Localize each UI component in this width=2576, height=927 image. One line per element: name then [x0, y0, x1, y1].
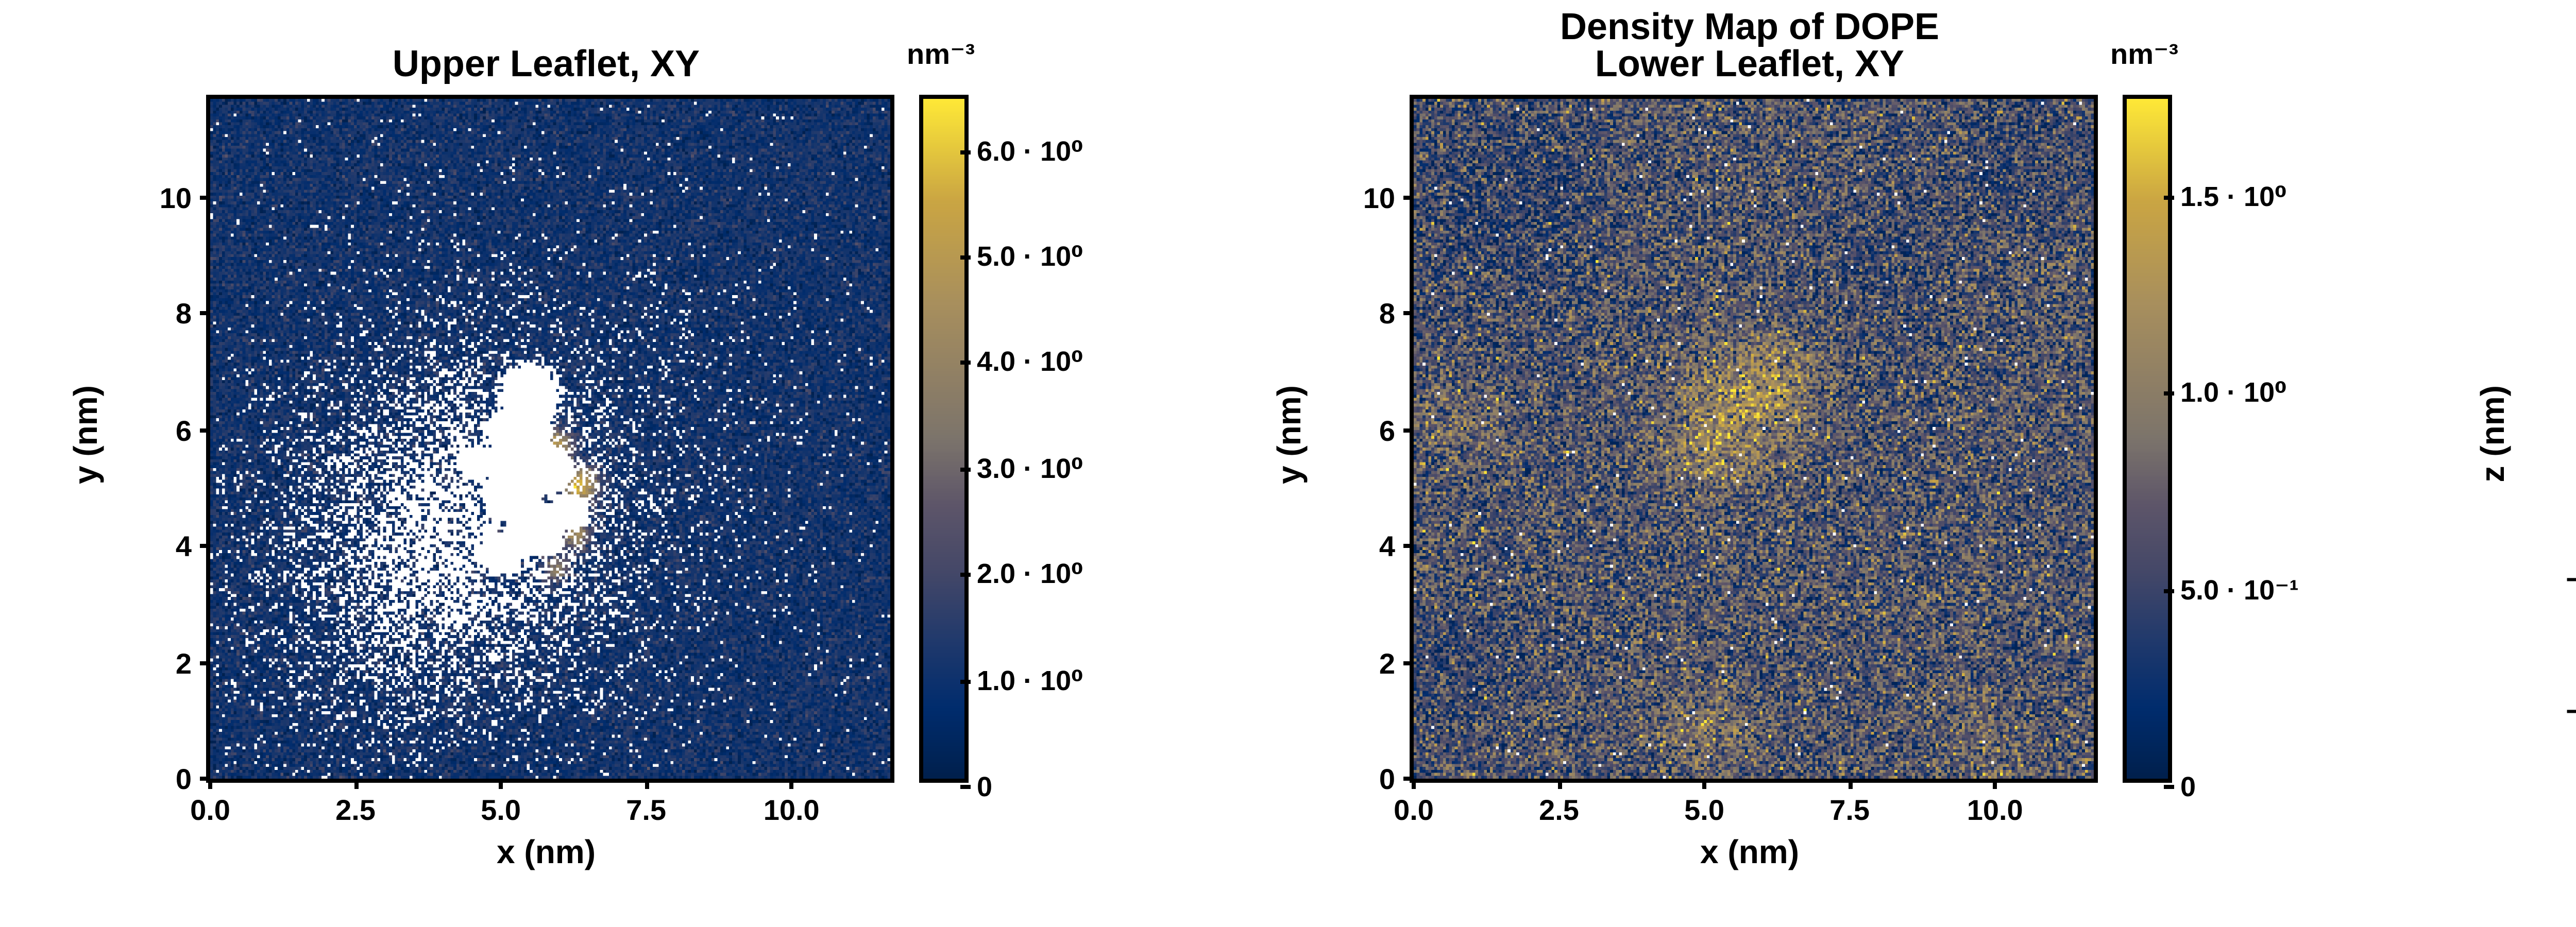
panel-title: Lower Leaflet, XY	[1595, 43, 1905, 84]
heatmap-plot-area: 0.0 2.5 5.0 7.5 10.0 0 2 4 6 8 10	[160, 95, 894, 826]
colorbar-canvas	[2123, 95, 2172, 783]
heatmap-canvas	[210, 99, 890, 779]
colorbar: nm⁻³ 0 1.0 · 10⁰ 2.0 · 10⁰ 3.0 · 10⁰ 4.0 · 1…	[907, 37, 1083, 802]
colorbar: nm⁻³ 0 5.0 · 10⁻¹ 1.0 · 10⁰ 1.5 · 10⁰	[2110, 37, 2299, 802]
colorbar-canvas	[919, 95, 969, 783]
panel-upper-leaflet-xy: Upper Leaflet, XY y (nm) 0.0 2.5 5.0 7.5 10.…	[62, 0, 1142, 878]
y-axis-label: y (nm)	[1274, 385, 1309, 484]
panel-transversal-yz: Transversal View, YZ z (nm) 0246810−4−20…	[2469, 0, 2576, 878]
panel-lower-leaflet-xy: Lower Leaflet, XY y (nm) 0.0 2.5 5.0 7.5 10.…	[1265, 0, 2345, 878]
heatmap-canvas	[1414, 99, 2094, 779]
figure-suptitle: Density Map of DOPE	[1560, 6, 1940, 47]
colorbar-unit-label: nm⁻³	[2110, 37, 2179, 70]
y-axis-label: y (nm)	[70, 385, 105, 484]
heatmap-plot-area: 0.0 2.5 5.0 7.5 10.0 0 2 4 6 8 10	[1363, 95, 2098, 826]
x-axis-label: x (nm)	[497, 836, 596, 871]
colorbar-unit-label: nm⁻³	[907, 37, 975, 70]
panels-row: Upper Leaflet, XY y (nm) 0.0 2.5 5.0 7.5 10.…	[62, 0, 2576, 878]
panel-title: Upper Leaflet, XY	[392, 43, 700, 84]
y-axis-label: z (nm)	[2477, 386, 2512, 484]
x-axis-label: x (nm)	[1700, 836, 1799, 871]
